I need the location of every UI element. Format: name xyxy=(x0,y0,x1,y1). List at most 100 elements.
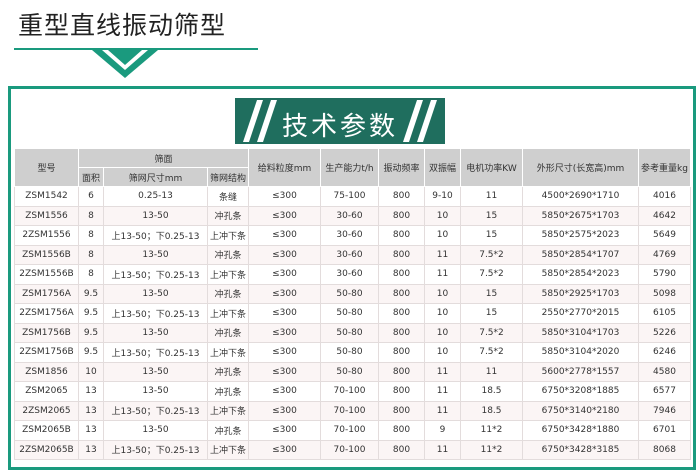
table-cell: ≤300 xyxy=(248,381,321,402)
table-row: ZSM1756A 9.5 13-50 冲孔条 ≤300 50-80 800 10 15 5850*… xyxy=(14,283,691,304)
table-cell: 8068 xyxy=(638,439,691,460)
table-cell: 13-50 xyxy=(103,361,208,382)
table-cell: 11 xyxy=(424,244,461,265)
table-cell: 4642 xyxy=(638,205,691,226)
table-cell: 5098 xyxy=(638,283,691,304)
table-cell: 13 xyxy=(78,400,104,421)
table-cell: ≤300 xyxy=(248,322,321,343)
table-cell: 9.5 xyxy=(78,303,104,324)
table-cell: 上冲下条 xyxy=(207,439,249,460)
table-cell: 800 xyxy=(378,322,425,343)
table-row: ZSM2065B 13 13-50 冲孔条 ≤300 70-100 800 9 11*2 6750… xyxy=(14,420,691,441)
table-cell: 6701 xyxy=(638,420,691,441)
table-cell: 13-50 xyxy=(103,244,208,265)
table-cell: ZSM1556 xyxy=(14,205,79,226)
table-cell: 7.5*2 xyxy=(460,264,523,285)
column-header: 参考重量kg xyxy=(638,148,691,187)
table-cell: 10 xyxy=(424,283,461,304)
table-cell: 上13-50；下0.25-13 xyxy=(103,439,208,460)
table-cell: 2ZSM1556B xyxy=(14,264,79,285)
table-cell: 9.5 xyxy=(78,322,104,343)
table-cell: 冲孔条 xyxy=(207,361,249,382)
table-cell: 11 xyxy=(424,439,461,460)
table-row: ZSM1556 8 13-50 冲孔条 ≤300 30-60 800 10 15 5850*267… xyxy=(14,205,691,226)
table-cell: 800 xyxy=(378,439,425,460)
table-cell: 5850*2854*2023 xyxy=(522,264,639,285)
table-cell: 上冲下条 xyxy=(207,303,249,324)
table-cell: ≤300 xyxy=(248,244,321,265)
table-cell: 2ZSM1756B xyxy=(14,342,79,363)
table-cell: ≤300 xyxy=(248,400,321,421)
table-cell: 11 xyxy=(460,361,523,382)
table-cell: ZSM2065B xyxy=(14,420,79,441)
table-cell: 2ZSM2065 xyxy=(14,400,79,421)
table-cell: 10 xyxy=(424,342,461,363)
table-cell: 冲孔条 xyxy=(207,205,249,226)
table-cell: 30-60 xyxy=(320,264,379,285)
table-cell: 10 xyxy=(424,322,461,343)
column-header: 电机功率KW xyxy=(460,148,523,187)
table-cell: ZSM2065 xyxy=(14,381,79,402)
table-cell: 4016 xyxy=(638,186,691,207)
table-cell: 30-60 xyxy=(320,244,379,265)
table-cell: 9-10 xyxy=(424,186,461,207)
table-cell: 800 xyxy=(378,283,425,304)
content-frame xyxy=(8,86,696,470)
table-cell: 5850*3104*2020 xyxy=(522,342,639,363)
table-cell: 11 xyxy=(460,186,523,207)
table-cell: 800 xyxy=(378,361,425,382)
banner: 技术参数 xyxy=(235,96,445,146)
table-cell: ZSM1556B xyxy=(14,244,79,265)
table-cell: 5790 xyxy=(638,264,691,285)
table-cell: ≤300 xyxy=(248,420,321,441)
table-row: 型号 筛面 给料粒度mm 生产能力t/h 振动频率 双振幅 电机功率KW 外形尺寸(长宽高)m… xyxy=(14,148,691,187)
column-header: 给料粒度mm xyxy=(248,148,321,187)
table-cell: 11 xyxy=(424,400,461,421)
table-row: ZSM1756B 9.5 13-50 冲孔条 ≤300 50-80 800 10 7.5*2 58… xyxy=(14,322,691,343)
arrow xyxy=(92,50,158,78)
table-cell: 5649 xyxy=(638,225,691,246)
table-cell: 上冲下条 xyxy=(207,400,249,421)
table-cell: 10 xyxy=(424,225,461,246)
group-header: 筛面 xyxy=(78,148,249,168)
table-cell: 13 xyxy=(78,439,104,460)
table-row: 2ZSM1556 8 上13-50；下0.25-13 上冲下条 ≤300 30-60 800… xyxy=(14,225,691,246)
table-cell: 75-100 xyxy=(320,186,379,207)
table-cell: 50-80 xyxy=(320,322,379,343)
table-cell: 15 xyxy=(460,303,523,324)
table-cell: 15 xyxy=(460,225,523,246)
table-cell: 2ZSM2065B xyxy=(14,439,79,460)
table-cell: 8 xyxy=(78,244,104,265)
table-cell: 70-100 xyxy=(320,439,379,460)
table-cell: 50-80 xyxy=(320,303,379,324)
table-cell: 13-50 xyxy=(103,381,208,402)
column-header: 面积 xyxy=(78,167,104,187)
page-title: 重型直线振动筛型 xyxy=(18,11,227,40)
table-cell: 9.5 xyxy=(78,342,104,363)
table-cell: 4580 xyxy=(638,361,691,382)
table-cell: 上冲下条 xyxy=(207,225,249,246)
table-cell: 6750*3428*1880 xyxy=(522,420,639,441)
table-row: ZSM1856 10 13-50 冲孔条 ≤300 50-80 800 11 11 5600*27… xyxy=(14,361,691,382)
column-header: 型号 xyxy=(14,148,79,187)
table-cell: 上13-50；下0.25-13 xyxy=(103,264,208,285)
table-cell: 上13-50；下0.25-13 xyxy=(103,225,208,246)
table-cell: 800 xyxy=(378,381,425,402)
table-cell: 10 xyxy=(424,303,461,324)
table-cell: 800 xyxy=(378,400,425,421)
table-cell: 6105 xyxy=(638,303,691,324)
table-cell: 7.5*2 xyxy=(460,342,523,363)
table-cell: 50-80 xyxy=(320,342,379,363)
table-cell: ≤300 xyxy=(248,342,321,363)
table-cell: ≤300 xyxy=(248,303,321,324)
table-cell: 冲孔条 xyxy=(207,322,249,343)
table-cell: 上冲下条 xyxy=(207,264,249,285)
table-row: 2ZSM1756A 9.5 上13-50；下0.25-13 上冲下条 ≤300 50-80… xyxy=(14,303,691,324)
table-cell: 11 xyxy=(424,264,461,285)
table-cell: 11*2 xyxy=(460,439,523,460)
table-cell: 13 xyxy=(78,420,104,441)
table-cell: 5600*2778*1557 xyxy=(522,361,639,382)
table-cell: 4769 xyxy=(638,244,691,265)
table-cell: 5850*3104*1703 xyxy=(522,322,639,343)
table-cell: 30-60 xyxy=(320,205,379,226)
